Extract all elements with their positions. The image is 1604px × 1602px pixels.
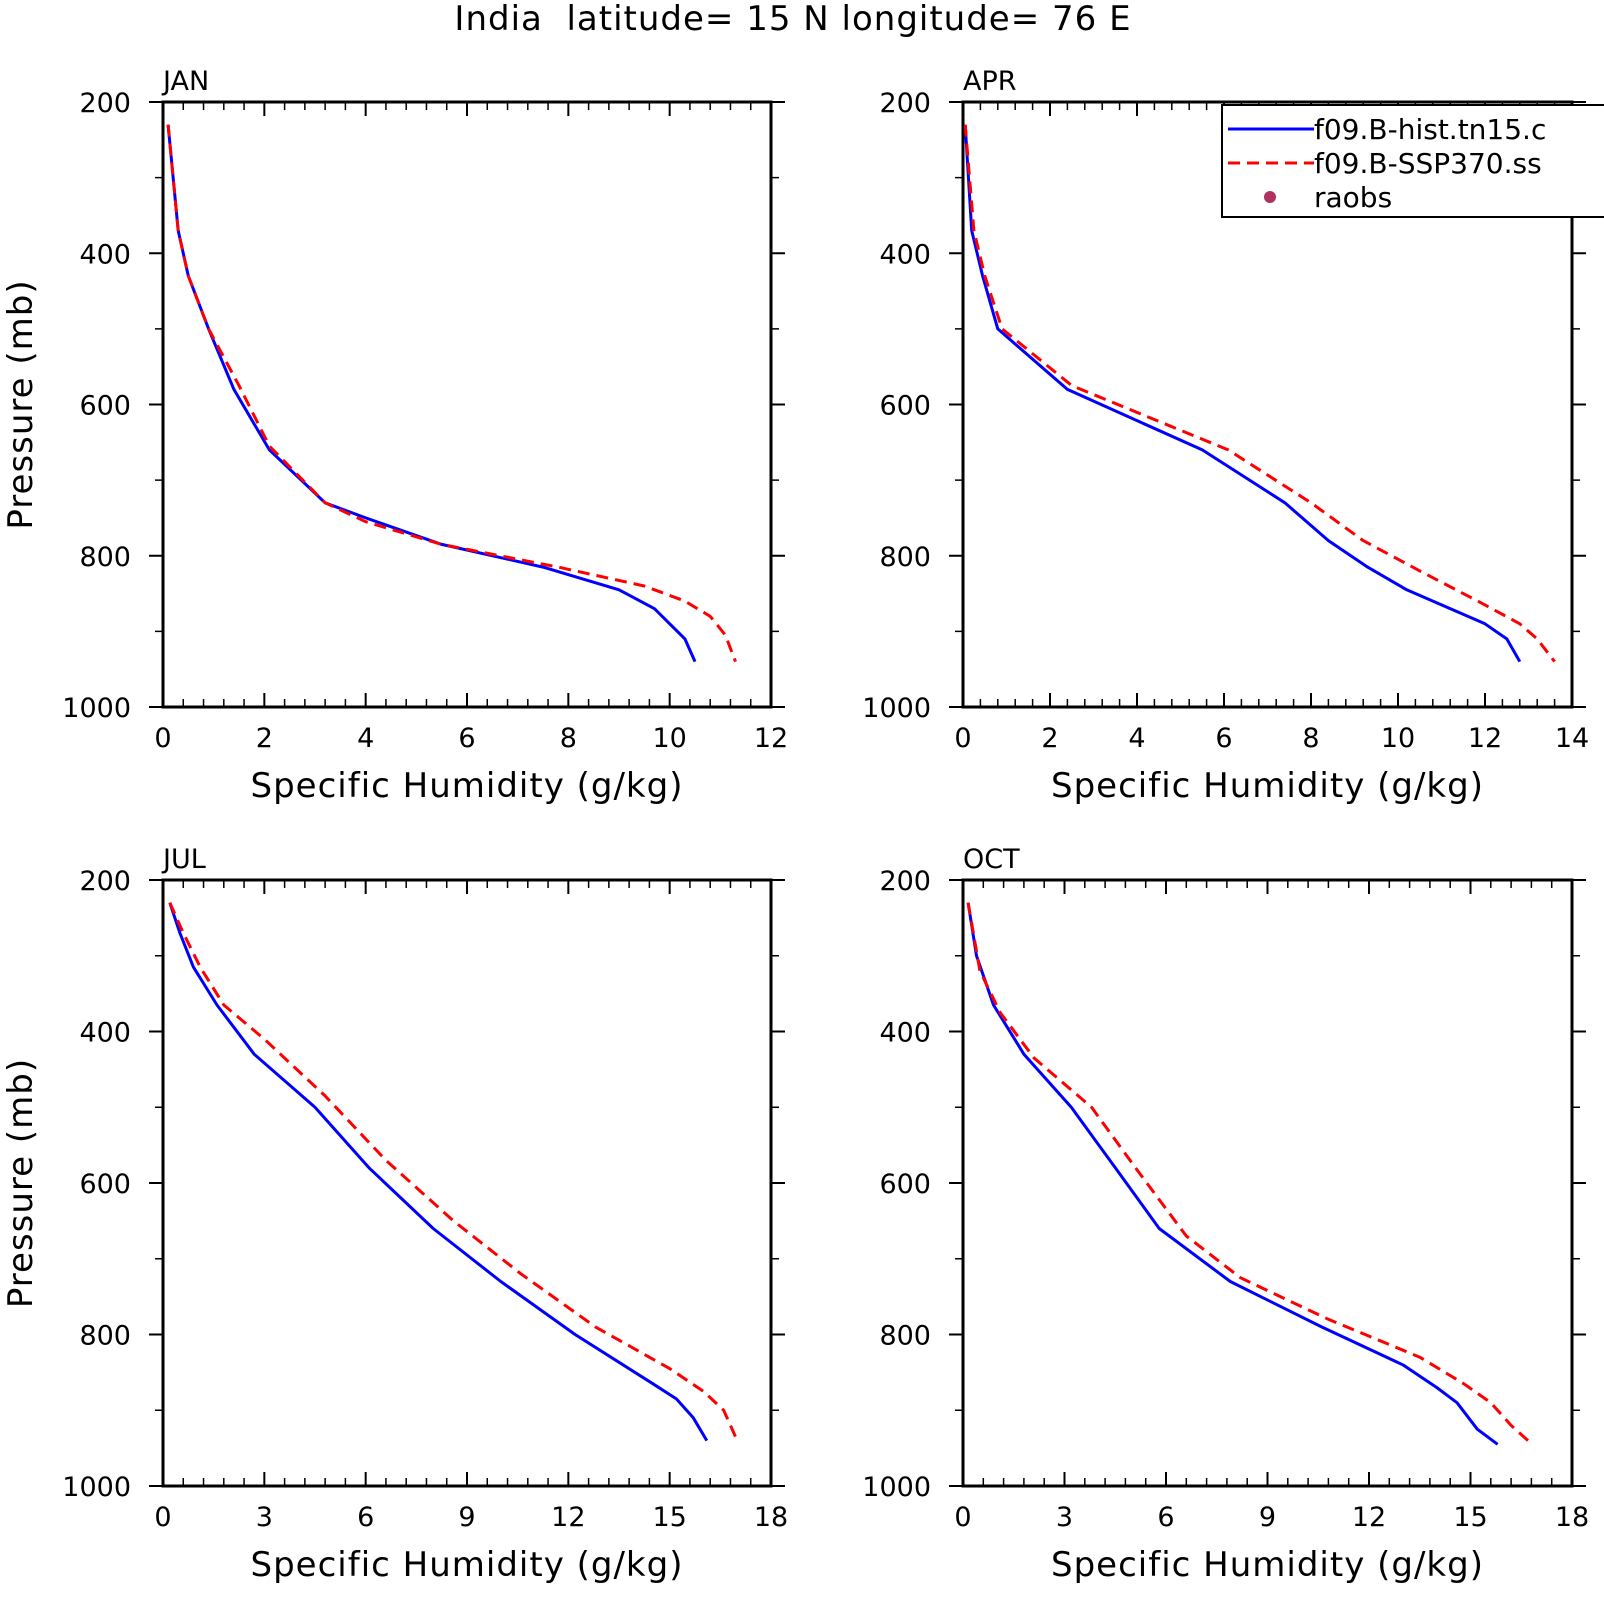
y-tick-label: 1000 (62, 1472, 131, 1503)
panel-label: JAN (161, 66, 209, 97)
x-tick-label: 3 (256, 1502, 273, 1533)
x-tick-label: 0 (954, 1502, 971, 1533)
panel-label: OCT (963, 844, 1020, 875)
x-tick-label: 9 (1259, 1502, 1276, 1533)
legend-marker (1264, 191, 1276, 203)
y-tick-label: 600 (879, 391, 931, 422)
x-tick-label: 6 (458, 723, 475, 754)
x-tick-label: 10 (1381, 723, 1415, 754)
series-line-hist (168, 902, 709, 1442)
y-tick-label: 1000 (862, 693, 931, 724)
series-line-ssp (966, 902, 1530, 1442)
y-tick-label: 800 (879, 1321, 931, 1352)
y-tick-label: 200 (79, 88, 131, 119)
plot-frame (161, 878, 773, 1488)
series-line-hist (963, 124, 1522, 663)
legend-label: f09.B-hist.tn15.c (1314, 113, 1546, 146)
x-tick-label: 14 (1555, 723, 1589, 754)
y-tick-label: 200 (879, 88, 931, 119)
y-tick-label: 1000 (62, 693, 131, 724)
panel-label: JUL (161, 844, 206, 875)
x-tick-label: 0 (954, 723, 971, 754)
legend-label: raobs (1314, 181, 1392, 214)
legend-entry: f09.B-hist.tn15.c (1228, 113, 1546, 146)
x-tick-label: 2 (1041, 723, 1058, 754)
x-tick-label: 15 (652, 1502, 686, 1533)
x-tick-label: 4 (357, 723, 374, 754)
y-tick-label: 600 (79, 1169, 131, 1200)
series-line-ssp (166, 124, 737, 663)
x-tick-label: 2 (256, 723, 273, 754)
x-tick-label: 12 (754, 723, 788, 754)
x-tick-label: 18 (754, 1502, 788, 1533)
panel-jan: 0 2 4 6 8 10 12 200 400 600 800 1000 JAN Specific Hum… (1, 66, 788, 806)
x-tick-label: 12 (551, 1502, 585, 1533)
panel-jul: 0 3 6 9 12 15 18 200 400 600 800 1000 JUL Specific Hu… (1, 844, 788, 1585)
x-tick-label: 3 (1056, 1502, 1073, 1533)
y-tick-label: 400 (79, 1018, 131, 1049)
x-axis-title: Specific Humidity (g/kg) (251, 1545, 684, 1585)
x-tick-label: 15 (1453, 1502, 1487, 1533)
y-tick-label: 400 (79, 239, 131, 270)
y-tick-label: 600 (879, 1169, 931, 1200)
y-tick-label: 800 (79, 542, 131, 573)
x-tick-label: 12 (1352, 1502, 1386, 1533)
x-tick-label: 0 (154, 1502, 171, 1533)
panel-oct: 0 3 6 9 12 15 18 200 400 600 800 1000 OCT Specific Hu… (862, 844, 1589, 1585)
y-axis-title: Pressure (mb) (1, 279, 41, 529)
figure-title: India latitude= 15 N longitude= 76 E (454, 0, 1131, 39)
legend-label: f09.B-SSP370.ss (1314, 147, 1542, 180)
x-tick-label: 9 (458, 1502, 475, 1533)
x-tick-label: 18 (1555, 1502, 1589, 1533)
y-tick-label: 200 (879, 866, 931, 897)
plot-frame (161, 100, 773, 709)
x-axis-title: Specific Humidity (g/kg) (251, 766, 684, 806)
legend-entry: raobs (1264, 181, 1392, 214)
y-tick-label: 600 (79, 391, 131, 422)
legend-entry: f09.B-SSP370.ss (1228, 147, 1542, 180)
legend-box (1221, 104, 1604, 218)
panel-label: APR (963, 66, 1017, 97)
y-tick-label: 400 (879, 1018, 931, 1049)
y-tick-label: 400 (879, 239, 931, 270)
x-tick-label: 0 (154, 723, 171, 754)
x-axis-title: Specific Humidity (g/kg) (1051, 1545, 1484, 1585)
series-line-ssp (963, 124, 1556, 663)
y-tick-label: 1000 (862, 1472, 931, 1503)
x-tick-label: 6 (357, 1502, 374, 1533)
y-axis-title: Pressure (mb) (1, 1058, 41, 1308)
x-tick-label: 8 (1302, 723, 1319, 754)
x-tick-label: 6 (1157, 1502, 1174, 1533)
x-tick-label: 12 (1468, 723, 1502, 754)
series-line-ssp (168, 902, 739, 1442)
x-tick-label: 4 (1128, 723, 1145, 754)
series-line-hist (966, 902, 1499, 1446)
y-tick-label: 800 (79, 1321, 131, 1352)
y-tick-label: 200 (79, 866, 131, 897)
x-axis-title: Specific Humidity (g/kg) (1051, 766, 1484, 806)
x-tick-label: 6 (1215, 723, 1232, 754)
x-tick-label: 10 (652, 723, 686, 754)
x-tick-label: 8 (560, 723, 577, 754)
y-tick-label: 800 (879, 542, 931, 573)
